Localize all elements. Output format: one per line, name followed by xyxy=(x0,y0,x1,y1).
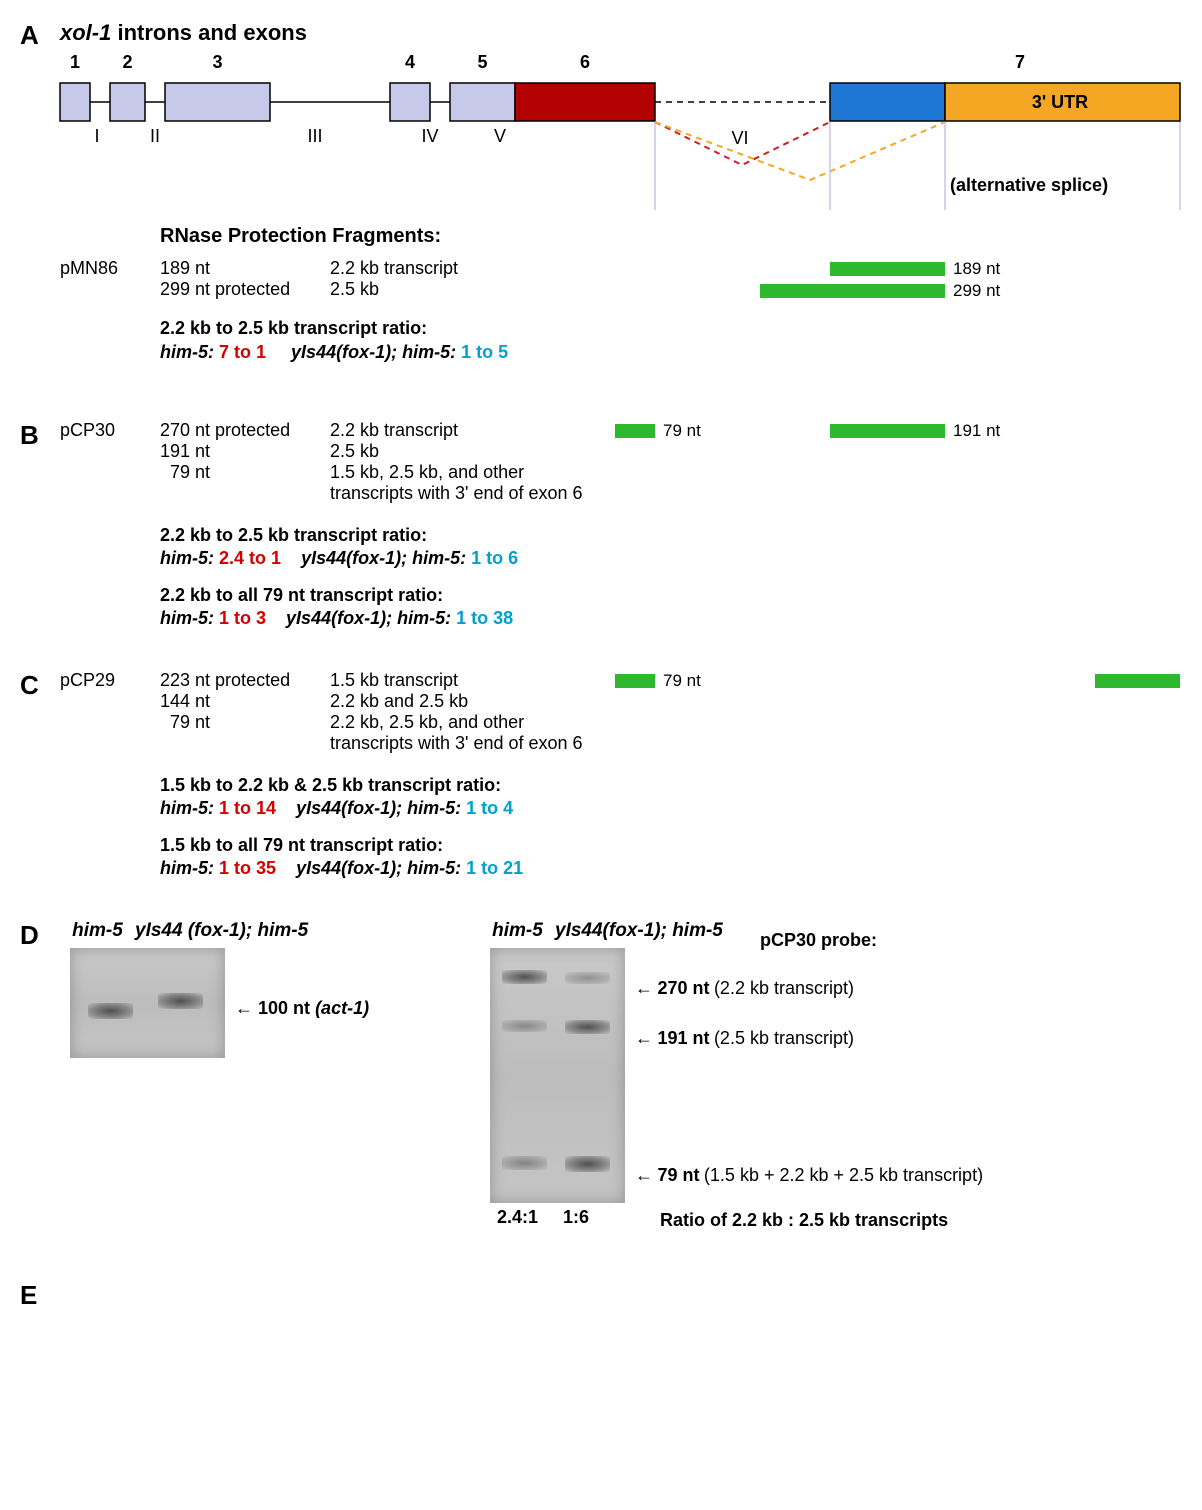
figure-root: A xol-1 introns and exons 123 456 7 3' UT… xyxy=(20,20,1182,1490)
col2: 2.2 kb, 2.5 kb, and other xyxy=(330,712,524,733)
gel-band-label: ← 191 nt (2.5 kb transcript) xyxy=(635,1028,854,1049)
gel-right xyxy=(490,948,625,1203)
panel-d-label: D xyxy=(20,920,39,951)
r: yIs44(fox-1); him-5: xyxy=(296,798,461,818)
col1: 79 nt xyxy=(160,712,330,733)
svg-text:79 nt: 79 nt xyxy=(663,421,701,440)
lane1: him-5 xyxy=(70,920,125,942)
lane1: him-5 xyxy=(490,920,545,942)
svg-text:299 nt: 299 nt xyxy=(953,281,1001,300)
r: yIs44(fox-1); him-5: xyxy=(286,608,451,628)
col2: 1.5 kb, 2.5 kb, and other xyxy=(330,462,524,483)
r: 1 to 3 xyxy=(219,608,266,628)
pCP30-ratio2: him-5: 1 to 3 yIs44(fox-1); him-5: 1 to … xyxy=(160,608,513,629)
pCP30-frags: 79 nt 191 nt xyxy=(20,420,1182,460)
info-row: 79 nt2.2 kb, 2.5 kb, and other xyxy=(160,712,583,733)
pCP29-ratio1-label: 1.5 kb to 2.2 kb & 2.5 kb transcript rat… xyxy=(160,775,501,796)
r: 1 to 14 xyxy=(219,798,276,818)
info-row: transcripts with 3' end of exon 6 xyxy=(160,733,583,754)
intron-num: II xyxy=(130,126,180,147)
exon-num: 5 xyxy=(450,52,515,73)
r: yIs44(fox-1); him-5: xyxy=(296,858,461,878)
gel-left xyxy=(70,948,225,1058)
utr-label: 3' UTR xyxy=(1020,92,1100,113)
ratio-desc: Ratio of 2.2 kb : 2.5 kb transcripts xyxy=(660,1210,948,1231)
exon-num: 3 xyxy=(165,52,270,73)
rnase-heading: RNase Protection Fragments: xyxy=(160,225,441,248)
r-r1: 7 to 1 xyxy=(219,342,266,362)
intron-num: I xyxy=(72,126,122,147)
exon-num: 6 xyxy=(515,52,655,73)
pCP29-frags: 79 nt144 nt xyxy=(20,670,1182,710)
pCP29-ratio1: him-5: 1 to 14 yIs44(fox-1); him-5: 1 to… xyxy=(160,798,513,819)
pCP30-ratio1: him-5: 2.4 to 1 yIs44(fox-1); him-5: 1 t… xyxy=(160,548,518,569)
r: 1 to 38 xyxy=(456,608,513,628)
lane2: yIs44 (fox-1); him-5 xyxy=(135,920,308,942)
svg-text:191 nt: 191 nt xyxy=(953,421,1001,440)
ratio-r: 1:6 xyxy=(563,1207,589,1228)
r: yIs44(fox-1); him-5: xyxy=(301,548,466,568)
panel-e: E xyxy=(20,1260,1182,1490)
panel-b: B pCP30 270 nt protected2.2 kb transcrip… xyxy=(20,420,1182,670)
pMN86-frags: 189 nt 299 nt xyxy=(20,258,1182,318)
r: 1 to 21 xyxy=(466,858,523,878)
exon-num: 2 xyxy=(110,52,145,73)
panel-a-title: xol-1 introns and exons xyxy=(60,20,307,46)
band-size: 100 nt xyxy=(258,998,310,1018)
r: 1 to 35 xyxy=(219,858,276,878)
pMN86-ratio-line: him-5: 7 to 1 yIs44(fox-1); him-5: 1 to … xyxy=(160,342,508,363)
r: him-5: xyxy=(160,798,214,818)
info-row: 79 nt1.5 kb, 2.5 kb, and other xyxy=(160,462,583,483)
pMN86-ratio-label: 2.2 kb to 2.5 kb transcript ratio: xyxy=(160,318,427,339)
title-italic: xol-1 xyxy=(60,20,111,45)
pCP29-ratio2: him-5: 1 to 35 yIs44(fox-1); him-5: 1 to… xyxy=(160,858,523,879)
r: him-5: xyxy=(160,548,214,568)
r: 2.4 to 1 xyxy=(219,548,281,568)
r: him-5: xyxy=(160,608,214,628)
col1 xyxy=(160,733,330,754)
col2: transcripts with 3' end of exon 6 xyxy=(330,733,583,754)
pCP29-ratio2-label: 1.5 kb to all 79 nt transcript ratio: xyxy=(160,835,443,856)
panel-d: D him-5 yIs44 (fox-1); him-5 ← 100 nt (a… xyxy=(20,920,1182,1260)
r: 1 to 4 xyxy=(466,798,513,818)
ratio-l: 2.4:1 xyxy=(490,1207,545,1228)
panel-a-label: A xyxy=(20,20,39,51)
svg-text:79 nt: 79 nt xyxy=(663,671,701,690)
panel-e-label: E xyxy=(20,1280,37,1311)
pCP30-ratio1-label: 2.2 kb to 2.5 kb transcript ratio: xyxy=(160,525,427,546)
col2: transcripts with 3' end of exon 6 xyxy=(330,483,583,504)
gel-left-label: ← 100 nt (act-1) xyxy=(235,998,369,1019)
exon-num: 1 xyxy=(60,52,90,73)
probe-label: pCP30 probe: xyxy=(760,930,877,951)
intron-num: III xyxy=(290,126,340,147)
r-r2: 1 to 5 xyxy=(461,342,508,362)
col1 xyxy=(160,483,330,504)
gel-band-label: ← 79 nt (1.5 kb + 2.2 kb + 2.5 kb transc… xyxy=(635,1165,983,1186)
exon-num: 4 xyxy=(390,52,430,73)
col1: 79 nt xyxy=(160,462,330,483)
r: 1 to 6 xyxy=(471,548,518,568)
gel-band-label: ← 270 nt (2.2 kb transcript) xyxy=(635,978,854,999)
intron-num: V xyxy=(475,126,525,147)
svg-text:189 nt: 189 nt xyxy=(953,259,1001,278)
pCP30-ratio2-label: 2.2 kb to all 79 nt transcript ratio: xyxy=(160,585,443,606)
gel-left-block: him-5 yIs44 (fox-1); him-5 xyxy=(70,920,308,1058)
lane2: yIs44(fox-1); him-5 xyxy=(555,920,723,942)
intron-num: IV xyxy=(405,126,455,147)
band-gene: (act-1) xyxy=(315,998,369,1018)
exon7-label: 7 xyxy=(1000,52,1040,73)
title-rest: introns and exons xyxy=(111,20,307,45)
info-row: transcripts with 3' end of exon 6 xyxy=(160,483,583,504)
panel-c: C pCP29 223 nt protected1.5 kb transcrip… xyxy=(20,670,1182,920)
r-him5: him-5: xyxy=(160,342,214,362)
r-yls: yIs44(fox-1); him-5: xyxy=(291,342,456,362)
alt-splice-label: (alternative splice) xyxy=(950,175,1108,196)
r: him-5: xyxy=(160,858,214,878)
intron-vi-label: VI xyxy=(720,128,760,149)
panel-a: A xol-1 introns and exons 123 456 7 3' UT… xyxy=(20,20,1182,420)
arrow-icon: ← xyxy=(235,998,253,1018)
